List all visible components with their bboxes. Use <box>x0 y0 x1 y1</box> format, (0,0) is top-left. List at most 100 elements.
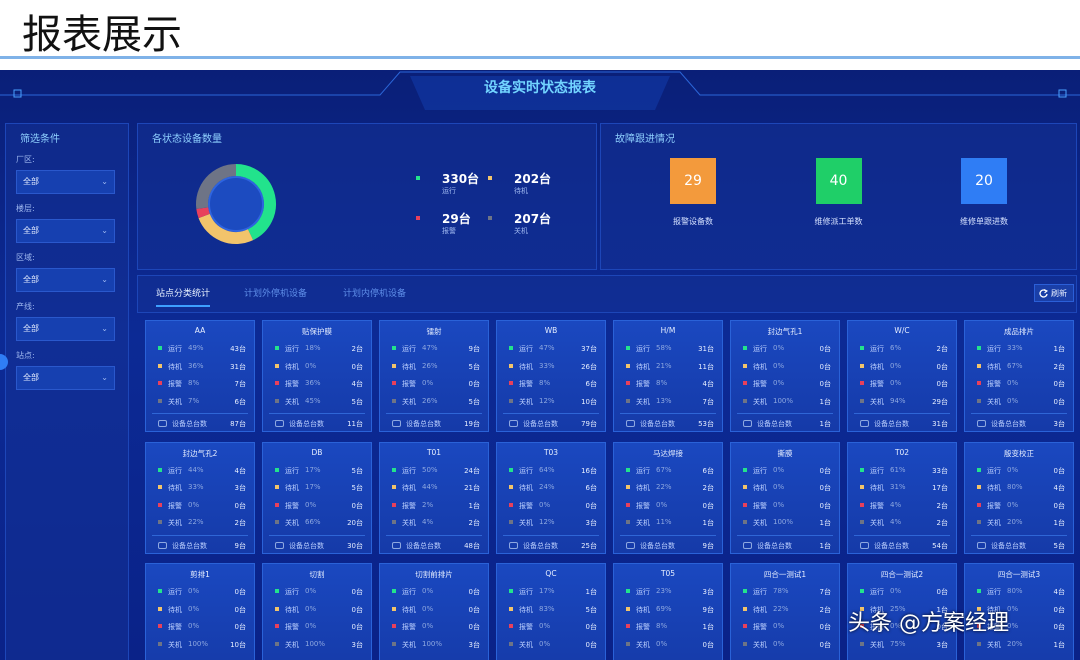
status-marker <box>392 381 396 385</box>
status-marker <box>626 641 630 646</box>
status-marker <box>392 485 396 489</box>
station-card: AA 运行 49% 43台 待机 36% 31台 报警 8% 7台 关机 7% 6台 设备总台数 87台 <box>145 320 255 432</box>
status-label: 待机 <box>402 362 416 371</box>
status-count: 330台 <box>442 172 480 186</box>
status-percent: 0% <box>1007 465 1019 474</box>
status-label: 报警 <box>519 501 533 510</box>
status-percent: 47% <box>539 344 555 352</box>
station-card: 撕膜 运行 0% 0台 待机 0% 0台 报警 0% 0台 关机 100% 1台 设备总台数 1台 <box>730 441 840 554</box>
status-count: 29台 <box>932 397 948 406</box>
card-divider <box>152 534 248 536</box>
status-marker <box>743 641 747 646</box>
status-count: 3台 <box>936 640 948 649</box>
status-marker <box>626 398 630 403</box>
side-toggle[interactable] <box>0 354 8 370</box>
status-label: 报警 <box>402 623 416 631</box>
status-count: 7台 <box>234 380 246 388</box>
status-label: 关机 <box>870 397 884 406</box>
status-label: 报警 <box>987 501 1001 510</box>
total-count: 5台 <box>1053 541 1065 550</box>
status-percent: 100% <box>773 518 794 526</box>
card-title: 剪排1 <box>190 570 210 579</box>
status-count: 9台 <box>702 605 714 614</box>
status-marker <box>626 346 630 350</box>
status-marker <box>158 520 162 524</box>
station-card: 殷变校正 运行 0% 0台 待机 80% 4台 报警 0% 0台 关机 20% 1台 设备总台数 5台 <box>964 441 1074 554</box>
status-marker <box>860 502 864 507</box>
status-label: 运行 <box>168 345 182 353</box>
status-percent: 4% <box>890 518 902 526</box>
status-label: 关机 <box>168 519 182 527</box>
status-count: 7台 <box>819 588 831 596</box>
tab-bar: 刷新 站点分类统计 计划外停机设备 计划内停机设备 <box>137 275 1077 313</box>
status-marker <box>860 606 864 611</box>
status-percent: 21% <box>656 361 672 370</box>
status-percent: 0% <box>773 622 785 630</box>
total-label: 设备总台数 <box>640 420 675 428</box>
card-title: 成品排片 <box>1004 327 1034 336</box>
status-percent: 0% <box>422 587 434 595</box>
status-label: 待机 <box>987 362 1001 371</box>
status-label: 报警 <box>636 501 650 510</box>
donut-segment <box>196 164 237 209</box>
filter-label: 厂区: <box>16 155 35 164</box>
status-count: 29台 <box>442 212 471 226</box>
filter-select[interactable]: 全部 ⌄ <box>16 219 115 243</box>
filter-label: 楼层: <box>16 204 35 213</box>
status-label: 关机 <box>753 397 767 406</box>
status-count: 20台 <box>347 519 363 527</box>
total-count: 30台 <box>347 541 363 550</box>
total-count: 25台 <box>581 541 597 550</box>
status-percent: 22% <box>773 604 789 613</box>
refresh-button[interactable]: 刷新 <box>1034 284 1074 302</box>
filter-select[interactable]: 全部 ⌄ <box>16 268 115 292</box>
status-count: 5台 <box>468 397 480 406</box>
tab[interactable]: 站点分类统计 <box>156 286 211 307</box>
filter-select[interactable]: 全部 ⌄ <box>16 366 115 390</box>
status-count: 2台 <box>351 345 363 353</box>
status-count: 0台 <box>819 362 831 371</box>
status-label: 运行 <box>870 588 884 596</box>
total-label: 设备总台数 <box>523 420 558 428</box>
status-marker <box>275 363 279 368</box>
status-count: 3台 <box>585 519 597 527</box>
filter-select[interactable]: 全部 ⌄ <box>16 317 115 341</box>
total-icon <box>860 420 869 427</box>
status-label: 运行 <box>519 588 533 596</box>
fault-value: 29 <box>670 158 716 204</box>
status-count: 0台 <box>351 623 363 631</box>
status-marker <box>743 381 747 385</box>
card-title: AA <box>194 326 206 335</box>
status-marker <box>392 363 396 368</box>
status-percent: 44% <box>188 465 204 474</box>
status-percent: 0% <box>890 587 902 595</box>
filter-select[interactable]: 全部 ⌄ <box>16 170 115 194</box>
status-marker <box>275 502 279 507</box>
status-percent: 94% <box>890 396 906 405</box>
status-count: 0台 <box>351 362 363 371</box>
tab[interactable]: 计划外停机设备 <box>244 289 308 299</box>
status-percent: 8% <box>188 379 200 387</box>
status-count: 4台 <box>1053 484 1065 492</box>
card-divider <box>503 413 599 414</box>
fault-label: 报警设备数 <box>673 217 713 226</box>
status-label: 关机 <box>168 397 182 406</box>
total-icon <box>743 541 752 549</box>
status-marker <box>392 624 396 628</box>
status-label: 报警 <box>285 501 299 510</box>
status-label: 关机 <box>753 519 767 527</box>
tab[interactable]: 计划内停机设备 <box>343 289 407 299</box>
status-percent: 4% <box>890 500 902 509</box>
status-count: 0台 <box>1053 466 1065 475</box>
status-percent: 49% <box>188 344 204 352</box>
status-marker <box>743 398 747 403</box>
status-marker <box>275 346 279 350</box>
status-count: 5台 <box>468 362 480 371</box>
status-label: 报警 <box>168 623 182 631</box>
status-percent: 6% <box>890 344 902 352</box>
status-percent: 50% <box>422 465 438 474</box>
status-marker <box>743 346 747 350</box>
filter-label: 站点: <box>16 351 35 360</box>
status-marker <box>626 606 630 611</box>
status-count: 0台 <box>351 588 363 596</box>
